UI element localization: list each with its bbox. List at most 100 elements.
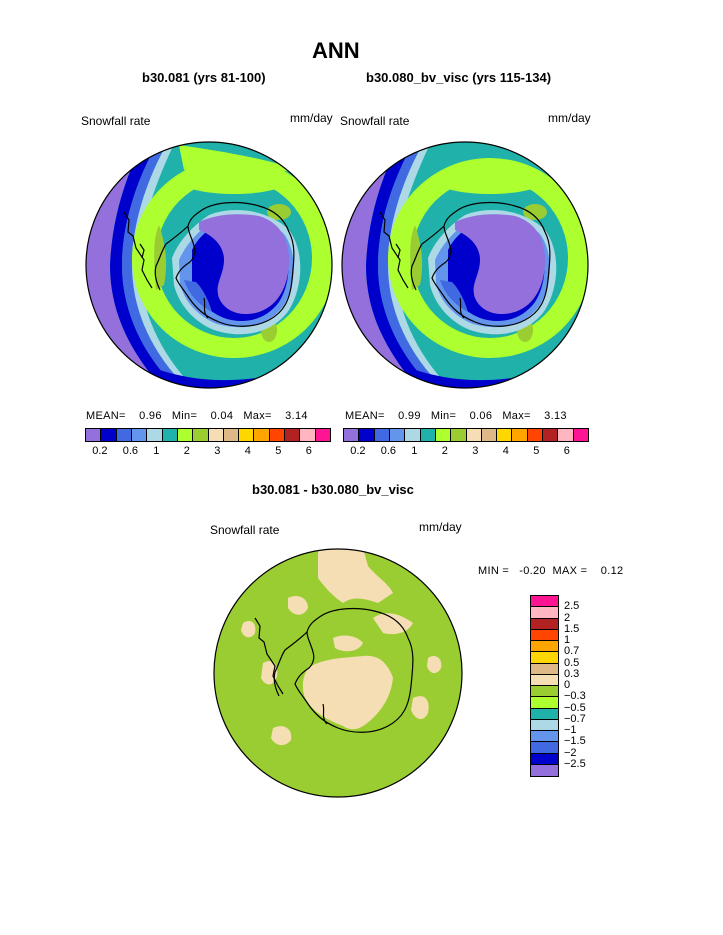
colorbar-swatch bbox=[389, 429, 406, 441]
diff-variable-label: Snowfall rate bbox=[210, 523, 280, 537]
colorbar-swatch bbox=[239, 429, 255, 441]
colorbar-tick-label: 0.6 bbox=[122, 445, 139, 457]
colorbar-swatch bbox=[531, 618, 558, 630]
colorbar-swatch bbox=[531, 697, 558, 709]
colorbar-swatch bbox=[512, 429, 528, 441]
colorbar-level-label: −1.5 bbox=[564, 735, 586, 748]
colorbar-swatch bbox=[531, 719, 558, 731]
colorbar-level-label: 1 bbox=[564, 634, 571, 646]
colorbar-swatch bbox=[147, 429, 163, 441]
colorbar-swatch bbox=[208, 429, 224, 441]
colorbar-level-label: 2.5 bbox=[564, 600, 580, 613]
diff-units-label: mm/day bbox=[419, 520, 462, 534]
colorbar-swatch bbox=[531, 764, 558, 776]
colorbar-tick-label: 4 bbox=[244, 445, 251, 457]
colorbar-level-label: −0.7 bbox=[564, 712, 586, 725]
colorbar-swatch bbox=[420, 429, 436, 441]
left-units-label: mm/day bbox=[290, 111, 333, 125]
colorbar-swatch bbox=[531, 674, 558, 686]
colorbar-swatch bbox=[531, 629, 558, 641]
colorbar-level-label: 0.5 bbox=[564, 656, 580, 669]
right-mean-label: MEAN= bbox=[345, 410, 385, 422]
colorbar-swatch bbox=[435, 429, 452, 441]
left-mean-value: 0.96 bbox=[139, 410, 162, 422]
right-mean-value: 0.99 bbox=[398, 410, 421, 422]
colorbar-swatch bbox=[531, 596, 558, 608]
colorbar-swatch bbox=[374, 429, 390, 441]
colorbar-level-label: −0.3 bbox=[564, 690, 586, 703]
right-units-label: mm/day bbox=[548, 111, 591, 125]
colorbar-swatch bbox=[285, 429, 301, 441]
colorbar-swatch bbox=[558, 429, 574, 441]
colorbar-swatch bbox=[315, 429, 330, 441]
colorbar-swatch bbox=[269, 429, 286, 441]
colorbar-swatch bbox=[359, 429, 375, 441]
colorbar-tick-label: 0.6 bbox=[380, 445, 397, 457]
diff-min-label: MIN = bbox=[478, 565, 510, 577]
colorbar-swatch bbox=[543, 429, 559, 441]
colorbar-tick-label: 3 bbox=[472, 445, 479, 457]
right-max-value: 3.13 bbox=[544, 410, 567, 422]
colorbar-level-label: −2 bbox=[564, 746, 577, 759]
left-min-label: Min= bbox=[171, 410, 198, 422]
colorbar-level-label: 0.7 bbox=[564, 645, 580, 658]
diff-max-value: 0.12 bbox=[600, 565, 624, 577]
colorbar-level-label: 0.3 bbox=[564, 667, 580, 680]
left-mean-label: MEAN= bbox=[86, 410, 126, 422]
colorbar-level-label: 2 bbox=[564, 611, 571, 624]
colorbar-swatch bbox=[481, 429, 498, 441]
colorbar-tick-label: 4 bbox=[502, 445, 509, 457]
colorbar-tick-label: 0.2 bbox=[350, 445, 366, 457]
right-colorbar bbox=[343, 428, 589, 442]
colorbar-swatch bbox=[527, 429, 544, 441]
colorbar-tick-label: 0.2 bbox=[92, 445, 108, 457]
colorbar-swatch bbox=[131, 429, 148, 441]
colorbar-swatch bbox=[573, 429, 588, 441]
diff-panel-title: b30.081 - b30.080_bv_visc bbox=[252, 482, 414, 497]
diff-stats: MIN = -0.20 MAX = 0.12 bbox=[478, 565, 623, 577]
colorbar-level-label: −1 bbox=[564, 724, 577, 736]
colorbar-swatch bbox=[300, 429, 316, 441]
diff-colorbar bbox=[530, 595, 559, 777]
colorbar-swatch bbox=[177, 429, 194, 441]
colorbar-swatch bbox=[344, 429, 360, 441]
left-variable-label: Snowfall rate bbox=[81, 114, 151, 128]
colorbar-level-label: −2.5 bbox=[564, 757, 586, 770]
diff-max-label: MAX = bbox=[552, 565, 588, 577]
right-min-value: 0.06 bbox=[469, 410, 493, 422]
colorbar-swatch bbox=[101, 429, 117, 441]
right-polar-map bbox=[341, 141, 589, 389]
colorbar-level-label: −0.5 bbox=[564, 701, 586, 714]
colorbar-swatch bbox=[223, 429, 240, 441]
colorbar-swatch bbox=[254, 429, 270, 441]
right-max-label: Max= bbox=[502, 410, 531, 422]
colorbar-tick-label: 2 bbox=[441, 445, 448, 457]
colorbar-tick-label: 3 bbox=[214, 445, 221, 457]
left-max-value: 3.14 bbox=[285, 410, 308, 422]
right-variable-label: Snowfall rate bbox=[340, 114, 410, 128]
colorbar-swatch bbox=[497, 429, 513, 441]
colorbar-swatch bbox=[531, 686, 558, 698]
colorbar-swatch bbox=[86, 429, 102, 441]
colorbar-swatch bbox=[531, 652, 558, 664]
colorbar-tick-label: 5 bbox=[533, 445, 540, 457]
colorbar-swatch bbox=[531, 753, 558, 765]
diff-min-value: -0.20 bbox=[519, 565, 546, 577]
colorbar-swatch bbox=[531, 742, 558, 754]
left-max-label: Max= bbox=[243, 410, 272, 422]
colorbar-level-label: 1.5 bbox=[564, 622, 580, 635]
colorbar-swatch bbox=[162, 429, 178, 441]
page-title: ANN bbox=[312, 38, 360, 63]
right-stats: MEAN= 0.99 Min= 0.06 Max= 3.13 bbox=[345, 410, 567, 422]
colorbar-tick-label: 6 bbox=[305, 445, 312, 457]
colorbar-tick-label: 2 bbox=[183, 445, 190, 457]
colorbar-tick-label: 6 bbox=[563, 445, 570, 457]
left-stats: MEAN= 0.96 Min= 0.04 Max= 3.14 bbox=[86, 410, 308, 422]
colorbar-swatch bbox=[116, 429, 132, 441]
colorbar-swatch bbox=[193, 429, 209, 441]
right-min-label: Min= bbox=[430, 410, 457, 422]
colorbar-swatch bbox=[451, 429, 467, 441]
colorbar-swatch bbox=[531, 663, 558, 675]
colorbar-swatch bbox=[531, 731, 558, 743]
colorbar-swatch bbox=[405, 429, 421, 441]
